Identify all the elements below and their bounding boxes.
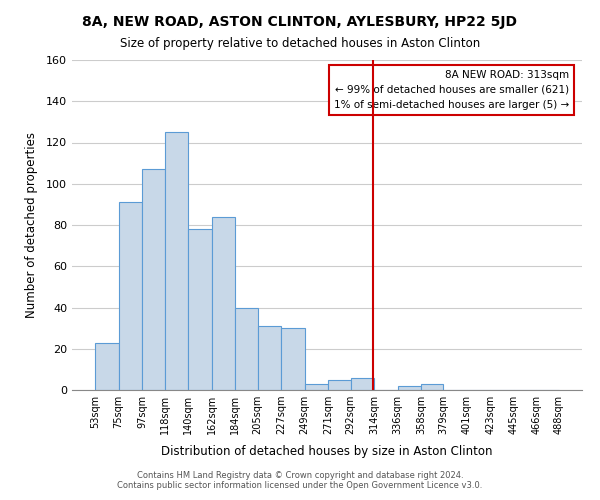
Bar (305, 384, 328, 390)
Bar (188, 229, 212, 390)
Text: 8A NEW ROAD: 313sqm
← 99% of detached houses are smaller (621)
1% of semi-detach: 8A NEW ROAD: 313sqm ← 99% of detached ho… (334, 70, 569, 110)
Bar (95, 342, 119, 390)
Bar (119, 202, 142, 390)
Bar (142, 170, 164, 390)
Y-axis label: Number of detached properties: Number of detached properties (25, 132, 38, 318)
Bar (235, 308, 257, 390)
Bar (164, 132, 188, 390)
Text: Size of property relative to detached houses in Aston Clinton: Size of property relative to detached ho… (120, 38, 480, 51)
Bar (421, 384, 443, 390)
Text: 8A, NEW ROAD, ASTON CLINTON, AYLESBURY, HP22 5JD: 8A, NEW ROAD, ASTON CLINTON, AYLESBURY, … (83, 15, 517, 29)
Bar (328, 380, 350, 390)
Bar (281, 328, 305, 390)
Bar (212, 217, 235, 390)
Bar (257, 326, 281, 390)
Text: Contains HM Land Registry data © Crown copyright and database right 2024.
Contai: Contains HM Land Registry data © Crown c… (118, 470, 482, 490)
X-axis label: Distribution of detached houses by size in Aston Clinton: Distribution of detached houses by size … (161, 446, 493, 458)
Bar (350, 378, 374, 390)
Bar (398, 386, 421, 390)
